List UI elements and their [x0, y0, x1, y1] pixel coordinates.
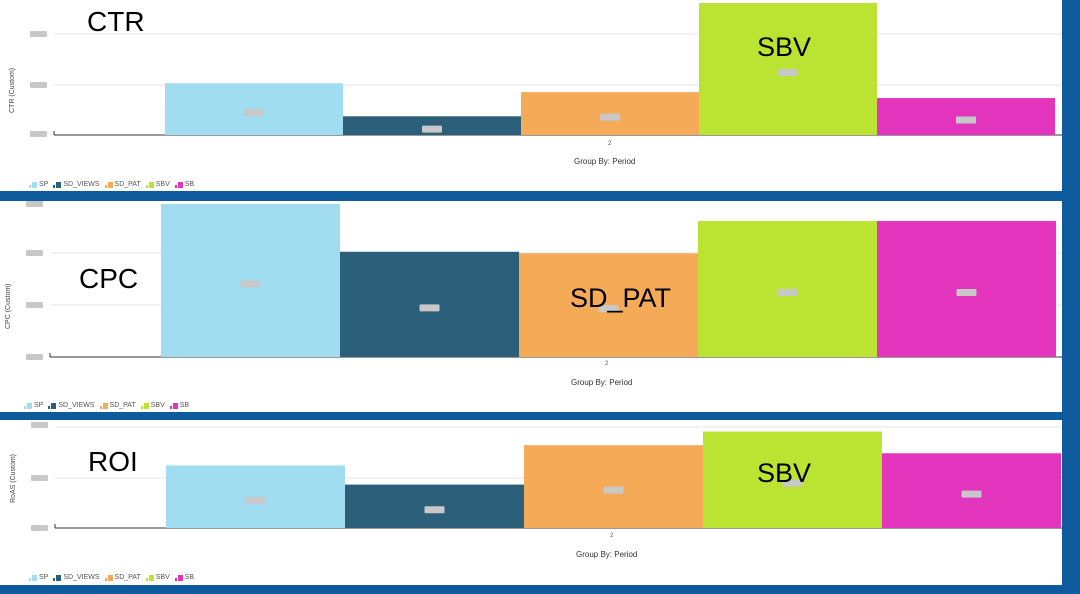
legend-label: SD_PAT: [114, 574, 141, 581]
legend-label: SB: [179, 402, 190, 409]
legend-swatch: [145, 182, 154, 188]
chart-legend: SP SD_VIEWS SD_PAT SBV SB: [24, 402, 190, 409]
legend-swatch: [29, 575, 37, 581]
bar-sd-pat: [519, 253, 698, 357]
legend-label: SP: [34, 402, 44, 409]
legend-label: SBV: [155, 574, 170, 581]
legend-item[interactable]: SD_PAT: [104, 574, 141, 581]
chart-legend: SP SD_VIEWS SD_PAT SBV SB: [29, 181, 195, 188]
chart-panel-roi: ROI RoAS (Custom) 2 Group By: Period SBV…: [0, 420, 1062, 585]
y-tick-redaction: [26, 354, 43, 360]
chart-title: ROI: [88, 446, 138, 477]
legend-item[interactable]: SBV: [140, 402, 165, 409]
bar-annotation: SBV: [757, 458, 812, 488]
y-tick-redaction: [31, 475, 48, 481]
chart-svg-roi: [31, 422, 1062, 531]
bar-annotation: SD_PAT: [570, 283, 672, 313]
data-label-redaction: [600, 113, 620, 121]
legend-swatch: [48, 403, 57, 409]
legend-label: SD_VIEWS: [63, 574, 100, 581]
y-tick-redaction: [30, 131, 47, 137]
legend-swatch: [145, 575, 154, 581]
x-tick-label: 2: [610, 533, 614, 539]
y-tick-redaction: [31, 422, 48, 428]
legend-label: SP: [39, 181, 49, 188]
legend-swatch: [174, 575, 183, 581]
data-label-redaction: [245, 496, 266, 504]
bar-annotation: SBV: [757, 32, 812, 62]
y-tick-redaction: [26, 250, 43, 256]
data-label-redaction: [240, 280, 261, 288]
legend-label: SP: [39, 574, 49, 581]
x-tick-label: 2: [608, 141, 612, 147]
y-tick-redaction: [26, 302, 43, 308]
legend-item[interactable]: SBV: [145, 181, 170, 188]
chart-title: CPC: [79, 263, 139, 294]
chart-svg-cpc: [26, 201, 1062, 360]
legend-swatch: [104, 575, 113, 581]
legend-item[interactable]: SB: [174, 574, 195, 581]
legend-label: SD_VIEWS: [58, 402, 95, 409]
legend-item[interactable]: SD_PAT: [99, 402, 136, 409]
legend-label: SD_PAT: [109, 402, 136, 409]
legend-item[interactable]: SB: [174, 181, 195, 188]
data-label-redaction: [782, 479, 803, 487]
data-label-redaction: [424, 506, 445, 514]
legend-swatch: [53, 182, 62, 188]
legend-label: SB: [184, 574, 195, 581]
data-label-redaction: [244, 109, 264, 117]
y-tick-redaction: [30, 31, 47, 37]
data-label-redaction: [956, 116, 976, 124]
chart-panel-ctr: CTR CTR (Custom) 2 Group By: Period SBV …: [0, 0, 1062, 191]
data-label-redaction: [777, 288, 798, 296]
chart-panel-cpc: CPC CPC (Custom) 2 Group By: Period SD_P…: [0, 201, 1062, 412]
chart-title: CTR: [87, 6, 145, 37]
x-axis-label: Group By: Period: [571, 378, 633, 387]
legend-swatch: [99, 403, 108, 409]
chart-legend: SP SD_VIEWS SD_PAT SBV SB: [29, 574, 195, 581]
legend-label: SBV: [150, 402, 165, 409]
legend-item[interactable]: SP: [24, 402, 44, 409]
legend-label: SD_VIEWS: [63, 181, 100, 188]
data-label-redaction: [956, 288, 977, 296]
legend-swatch: [140, 403, 149, 409]
y-tick-redaction: [30, 82, 47, 88]
legend-item[interactable]: SP: [29, 181, 49, 188]
legend-item[interactable]: SD_VIEWS: [48, 402, 95, 409]
legend-swatch: [169, 403, 178, 409]
x-tick-label: 2: [605, 361, 609, 367]
legend-swatch: [24, 403, 32, 409]
legend-label: SBV: [155, 181, 170, 188]
legend-item[interactable]: SD_VIEWS: [53, 181, 100, 188]
legend-swatch: [29, 182, 37, 188]
legend-item[interactable]: SBV: [145, 574, 170, 581]
y-tick-redaction: [26, 201, 43, 207]
y-axis-label: CTR (Custom): [9, 67, 16, 113]
x-axis-label: Group By: Period: [574, 157, 636, 166]
legend-item[interactable]: SP: [29, 574, 49, 581]
legend-item[interactable]: SD_VIEWS: [53, 574, 100, 581]
data-label-redaction: [598, 305, 619, 313]
data-label-redaction: [961, 490, 982, 498]
data-label-redaction: [419, 304, 440, 312]
y-axis-label: RoAS (Custom): [10, 453, 17, 503]
legend-label: SB: [184, 181, 195, 188]
legend-swatch: [104, 182, 113, 188]
legend-swatch: [53, 575, 62, 581]
legend-item[interactable]: SB: [169, 402, 190, 409]
legend-swatch: [174, 182, 183, 188]
y-tick-redaction: [31, 525, 48, 531]
legend-label: SD_PAT: [114, 181, 141, 188]
chart-svg-ctr: [30, 2, 1062, 137]
data-label-redaction: [778, 68, 798, 76]
data-label-redaction: [422, 125, 442, 133]
legend-item[interactable]: SD_PAT: [104, 181, 141, 188]
y-axis-label: CPC (Custom): [5, 283, 12, 329]
x-axis-label: Group By: Period: [576, 550, 638, 559]
data-label-redaction: [603, 486, 624, 494]
